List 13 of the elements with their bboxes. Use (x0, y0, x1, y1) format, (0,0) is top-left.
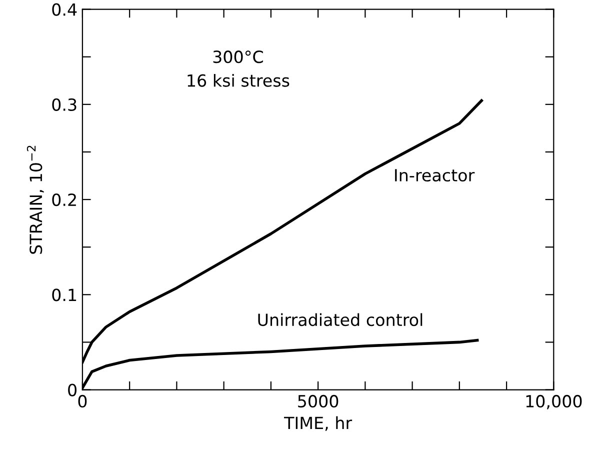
y-tick-label: 0.4 (52, 3, 77, 16)
x-axis-title: TIME, hr (284, 416, 352, 431)
x-tick-label: 0 (78, 394, 87, 408)
annotation: In-reactor (395, 169, 475, 182)
annotation: Unirradiated control (258, 313, 422, 326)
y-axis-title: STRAIN, 10$^{−2}$ (26, 146, 44, 254)
y-tick-label: 0 (68, 384, 76, 396)
annotation: 300°C 16 ksi stress (188, 50, 290, 87)
y-tick-label: 0.3 (52, 98, 76, 111)
y-tick-label: 0.2 (52, 193, 76, 206)
x-tick-label: 10,000 (526, 394, 582, 410)
y-tick-label: 0.1 (52, 288, 76, 302)
x-tick-label: 5000 (298, 394, 338, 408)
